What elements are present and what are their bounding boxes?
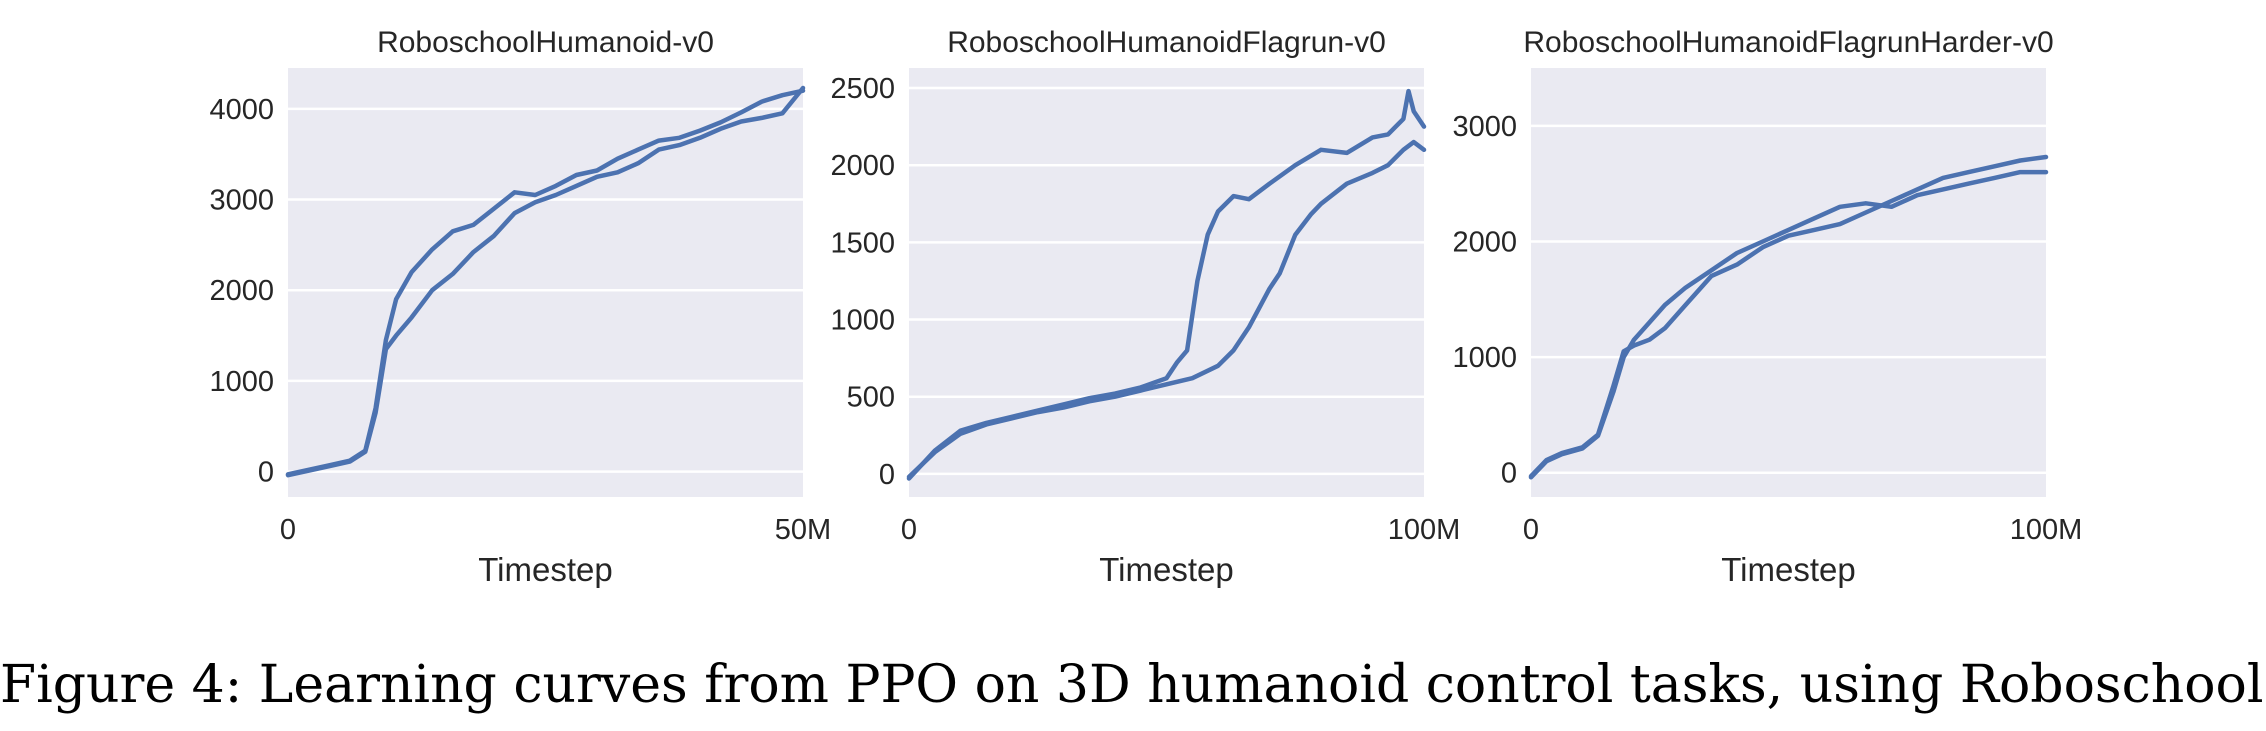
x-tick-label: 50M (775, 514, 831, 546)
x-tick-label: 0 (901, 514, 917, 546)
chart-title: RoboschoolHumanoid-v0 (377, 26, 714, 59)
x-tick-label: 100M (1388, 514, 1461, 546)
plot-area (1531, 68, 2046, 497)
y-tick-label: 1000 (1452, 342, 1517, 374)
chart-title: RoboschoolHumanoidFlagrunHarder-v0 (1523, 26, 2053, 59)
x-axis-label: Timestep (478, 551, 612, 588)
x-axis-label: Timestep (1721, 551, 1855, 588)
plot-area (909, 68, 1424, 497)
series-line-2 (285, 85, 806, 478)
y-tick-label: 0 (1501, 458, 1517, 490)
y-tick-label: 1000 (209, 366, 274, 398)
plot-area (288, 68, 803, 497)
y-tick-label: 3000 (1452, 111, 1517, 143)
chart-title: RoboschoolHumanoidFlagrun-v0 (947, 26, 1386, 59)
chart-panel-1: 0 1000 2000 3000 4000 0 50M RoboschoolHumanoid-… (209, 26, 831, 588)
chart-panel-3: 0 1000 2000 3000 0 100M RoboschoolHumanoidFlag… (1452, 26, 2082, 588)
y-tick-label: 500 (847, 382, 895, 414)
y-tick-label: 2500 (830, 73, 895, 105)
series-line-2 (1528, 154, 2049, 479)
x-tick-label: 100M (2010, 514, 2083, 546)
x-tick-label: 0 (1523, 514, 1539, 546)
y-tick-label: 1000 (830, 305, 895, 337)
x-tick-label: 0 (280, 514, 296, 546)
y-tick-label: 1500 (830, 227, 895, 259)
series-line-2 (906, 139, 1427, 480)
y-tick-label: 4000 (209, 94, 274, 126)
x-axis-label: Timestep (1099, 551, 1233, 588)
y-tick-label: 2000 (830, 150, 895, 182)
chart-panel-2: 0 500 1000 1500 2000 2500 0 100M RoboschoolHuman… (830, 26, 1460, 588)
y-tick-label: 2000 (1452, 226, 1517, 258)
y-tick-label: 2000 (209, 275, 274, 307)
figure-caption: Figure 4: Learning curves from PPO on 3D… (0, 655, 2266, 715)
y-tick-label: 3000 (209, 185, 274, 217)
y-tick-label: 0 (879, 459, 895, 491)
y-tick-label: 0 (258, 457, 274, 489)
